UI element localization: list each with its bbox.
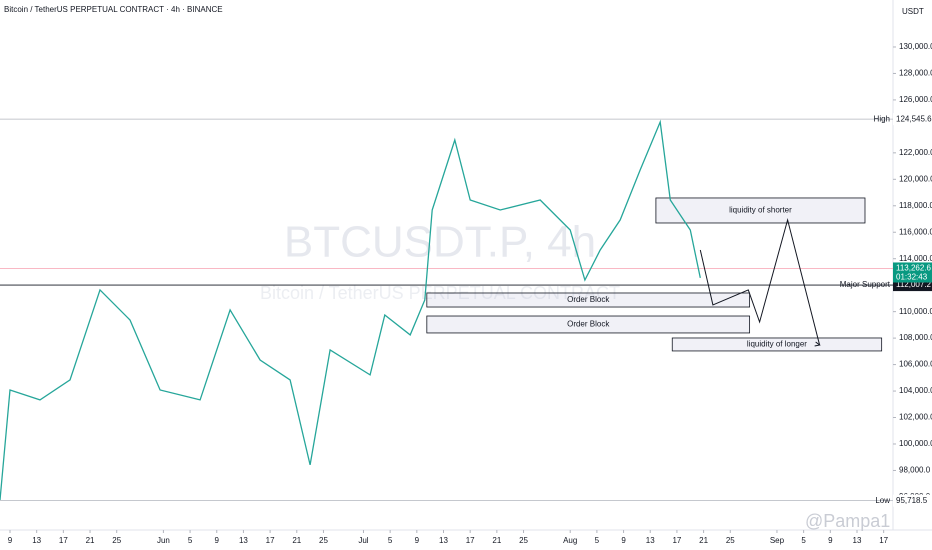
zone-label: liquidity of longer	[747, 340, 807, 349]
x-tick-label: Aug	[563, 536, 577, 545]
level-value: 124,545.6	[896, 114, 932, 123]
x-tick-label: 25	[519, 536, 528, 545]
currency: USDT	[902, 7, 924, 16]
x-tick-label: 5	[595, 536, 600, 545]
chart-title: Bitcoin / TetherUS PERPETUAL CONTRACT · …	[4, 5, 223, 14]
x-tick-label: 9	[415, 536, 420, 545]
x-tick-label: 13	[239, 536, 248, 545]
x-tick-label: Sep	[770, 536, 785, 545]
x-tick-label: 17	[879, 536, 888, 545]
y-tick-label: 128,000.0	[899, 69, 932, 78]
y-tick-label: 106,000.0	[899, 360, 932, 369]
x-tick-label: Jun	[157, 536, 170, 545]
x-tick-label: 5	[188, 536, 193, 545]
zone-label: Order Block	[567, 320, 610, 329]
x-tick-label: 21	[86, 536, 95, 545]
x-tick-label: 5	[801, 536, 806, 545]
level-value: 95,718.5	[896, 496, 928, 505]
y-tick-label: 116,000.0	[899, 227, 932, 236]
current-price-tag	[893, 262, 932, 283]
level-name: High	[874, 114, 890, 123]
x-tick-label: 17	[466, 536, 475, 545]
y-tick-label: 110,000.0	[899, 307, 932, 316]
x-tick-label: 13	[853, 536, 862, 545]
y-tick-label: 130,000.0	[899, 42, 932, 51]
x-tick-label: 21	[699, 536, 708, 545]
projection-path	[699, 217, 821, 346]
x-tick-label: 5	[388, 536, 393, 545]
zone	[671, 337, 883, 352]
x-tick-label: 13	[32, 536, 41, 545]
x-tick-label: 17	[59, 536, 68, 545]
x-tick-label: 21	[492, 536, 501, 545]
x-tick-label: 21	[292, 536, 301, 545]
level-tag	[893, 113, 932, 126]
x-tick-label: 9	[828, 536, 833, 545]
projection-arrowhead	[814, 341, 821, 347]
zone	[655, 197, 866, 224]
watermark: BTCUSDT.P, 4h	[284, 218, 596, 267]
x-tick-label: 17	[266, 536, 275, 545]
y-tick-label: 108,000.0	[899, 333, 932, 342]
level-name: Major Support	[840, 280, 891, 289]
y-tick-label: 118,000.0	[899, 201, 932, 210]
x-tick-label: 9	[8, 536, 13, 545]
x-tick-label: 13	[439, 536, 448, 545]
level-value: 112,007.2	[896, 280, 932, 289]
x-tick-label: Jul	[358, 536, 368, 545]
x-tick-label: 13	[646, 536, 655, 545]
zone-label: Order Block	[567, 295, 610, 304]
level-name: Low	[875, 496, 890, 505]
y-tick-label: 122,000.0	[899, 148, 932, 157]
level-tag	[893, 494, 932, 507]
y-tick-label: 100,000.0	[899, 439, 932, 448]
y-tick-label: 102,000.0	[899, 413, 932, 422]
y-tick-label: 98,000.0	[899, 466, 931, 475]
y-tick-label: 114,000.0	[899, 254, 932, 263]
x-tick-label: 9	[215, 536, 220, 545]
zone-label: liquidity of shorter	[729, 206, 792, 215]
x-tick-label: 17	[672, 536, 681, 545]
zone	[426, 292, 751, 308]
x-tick-label: 25	[112, 536, 121, 545]
countdown: 01:32:43	[896, 273, 928, 282]
y-tick-label: 120,000.0	[899, 174, 932, 183]
y-tick-label: 104,000.0	[899, 386, 932, 395]
y-tick-label: 126,000.0	[899, 95, 932, 104]
x-tick-label: 25	[726, 536, 735, 545]
author-watermark: @Pampa1	[805, 511, 890, 531]
price-line	[0, 119, 701, 501]
zone	[426, 315, 751, 334]
x-tick-label: 9	[621, 536, 626, 545]
current-price: 113,262.6	[896, 264, 932, 273]
x-tick-label: 25	[319, 536, 328, 545]
